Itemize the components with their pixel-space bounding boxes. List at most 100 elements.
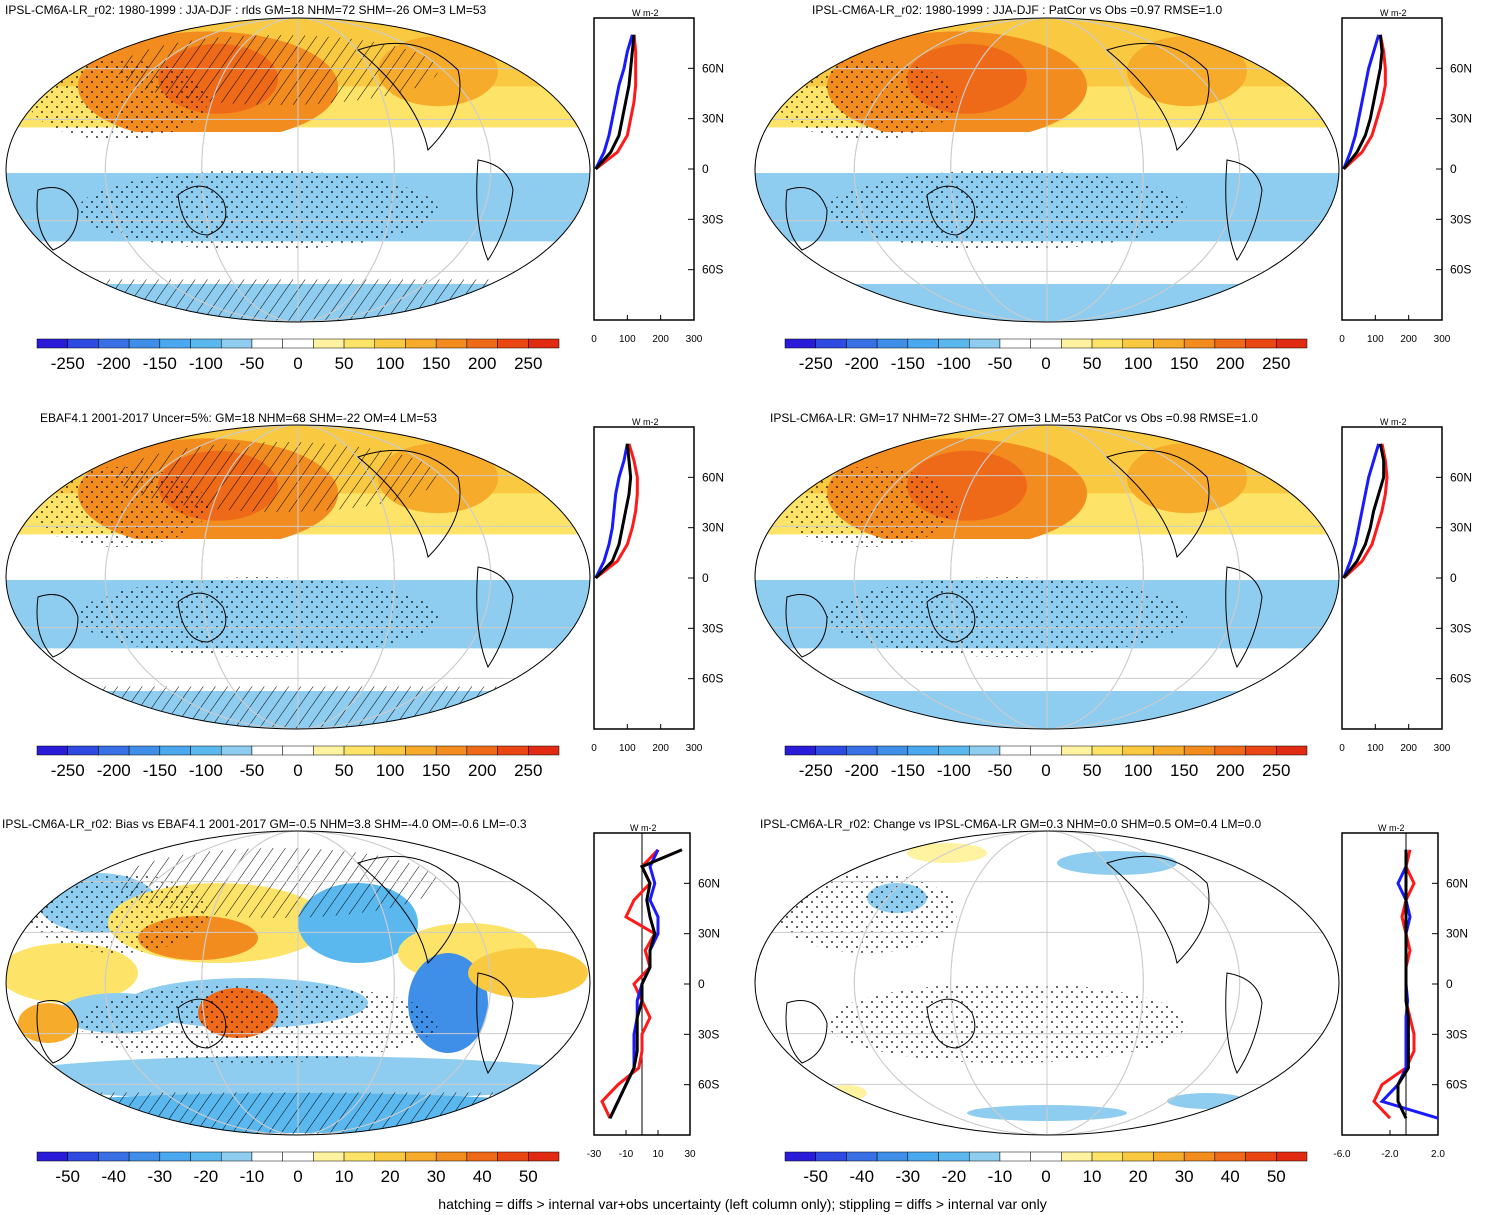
zonal-x-label: 300 xyxy=(1434,743,1451,754)
colorbar-swatch xyxy=(999,1151,1031,1162)
colorbar-label: 10 xyxy=(335,1167,354,1186)
coastline xyxy=(476,159,514,262)
colorbar-swatch xyxy=(98,338,130,349)
colorbar-swatch xyxy=(1030,745,1062,756)
colorbar-label: 50 xyxy=(1083,761,1102,780)
colorbar-swatch xyxy=(67,1151,99,1162)
colorbar-swatch xyxy=(1061,338,1093,349)
colorbar-label: -40 xyxy=(849,1167,874,1186)
stippling xyxy=(78,170,438,250)
colorbar-swatch xyxy=(784,338,816,349)
zonal-series-black xyxy=(594,443,633,580)
hatching xyxy=(118,848,438,918)
map-border xyxy=(5,830,591,1136)
colorbar-swatch xyxy=(1214,338,1246,349)
colorbar-swatch xyxy=(220,1151,253,1162)
colorbar-label: -10 xyxy=(240,1167,265,1186)
colorbar-label: -30 xyxy=(896,1167,921,1186)
colorbar-label: 100 xyxy=(376,761,404,780)
zonal-lat-label: 60N xyxy=(1446,876,1468,890)
zonal-x-label: 30 xyxy=(684,1149,696,1160)
colorbar-label: 0 xyxy=(293,1167,302,1186)
colorbar-swatch xyxy=(876,1151,909,1162)
colorbar-swatch xyxy=(907,338,939,349)
colorbar-label: -200 xyxy=(845,354,879,373)
colorbar-swatch xyxy=(159,745,191,756)
zonal-lat-label: 30S xyxy=(702,621,723,635)
graticule-line xyxy=(104,831,492,1135)
colorbar-swatch xyxy=(938,1151,970,1162)
map-panel xyxy=(754,424,1340,730)
zonal-lat-label: 30S xyxy=(698,1027,719,1041)
colorbars-layer: -250 -200 -150 -100 -50 0 50 100 150 200 250 -250 -2… xyxy=(36,338,1308,1186)
colorbar-swatch xyxy=(251,745,283,756)
colorbar-label: 0 xyxy=(1041,761,1050,780)
zonal-frame xyxy=(1341,426,1443,730)
colorbar-swatch xyxy=(1183,745,1216,756)
colorbar-swatch xyxy=(1183,1151,1216,1162)
coastline xyxy=(36,1000,79,1064)
colorbar-label: 40 xyxy=(1221,1167,1240,1186)
colorbar-swatch xyxy=(1245,338,1277,349)
zonal-lat-label: 60S xyxy=(698,1078,719,1092)
zonal-x-label: 100 xyxy=(619,334,636,345)
colorbar-swatch xyxy=(528,1151,560,1162)
coastline xyxy=(356,449,461,559)
colorbar-swatch xyxy=(497,1151,529,1162)
zonal-lat-label: 30S xyxy=(702,212,723,226)
map-field xyxy=(755,18,1339,322)
colorbar-swatch xyxy=(497,745,529,756)
colorbar-label: -10 xyxy=(988,1167,1013,1186)
colorbar-label: 50 xyxy=(1083,354,1102,373)
colorbar-swatch xyxy=(251,338,283,349)
colorbar-label: 100 xyxy=(1124,354,1152,373)
colorbar-swatch xyxy=(405,745,437,756)
zonal-units-label: W m-2 xyxy=(1380,417,1407,427)
colorbar-swatch xyxy=(1276,745,1308,756)
zonal-frame xyxy=(1341,832,1439,1136)
colorbar-swatch xyxy=(282,338,314,349)
stippling xyxy=(78,983,438,1063)
stippling xyxy=(777,873,957,953)
zonal-lat-label: 0 xyxy=(698,977,705,991)
colorbar-swatch xyxy=(128,745,161,756)
graticule-line xyxy=(853,425,1241,729)
graticule-line xyxy=(853,831,1241,1135)
zonal-series-black xyxy=(594,34,636,170)
zonal-mean-plot: 60N 30N 0 30S 60S W m-2 -6.0 -2.0 2.0 xyxy=(1333,823,1468,1160)
coastline xyxy=(177,185,227,236)
colorbar-swatch xyxy=(1153,1151,1185,1162)
colorbar-label: 150 xyxy=(422,761,450,780)
colorbar-label: -40 xyxy=(101,1167,126,1186)
coastline xyxy=(1225,972,1263,1075)
colorbar-swatch xyxy=(1030,1151,1062,1162)
zonal-x-label: 0 xyxy=(591,743,597,754)
zonal-x-label: -10 xyxy=(619,1149,634,1160)
colorbar-swatch xyxy=(343,1151,376,1162)
zonal-lat-label: 0 xyxy=(1450,571,1457,585)
colorbar-swatch xyxy=(815,338,847,349)
zonal-series-blue xyxy=(594,443,629,579)
field-blob xyxy=(1057,851,1177,875)
graticule-line xyxy=(104,18,492,322)
colorbar-swatch xyxy=(67,338,99,349)
colorbar-swatch xyxy=(528,338,560,349)
zonal-lat-label: 30N xyxy=(698,927,720,941)
zonal-lat-label: 60S xyxy=(1450,263,1471,277)
colorbar-label: 50 xyxy=(519,1167,538,1186)
graticule-line xyxy=(950,425,1144,729)
zonal-series-red xyxy=(594,34,638,171)
colorbar-swatch xyxy=(128,1151,161,1162)
colorbar-label: -250 xyxy=(51,354,85,373)
graticule-line xyxy=(201,831,395,1135)
zonal-x-label: -6.0 xyxy=(1333,1149,1351,1160)
colorbar-swatch xyxy=(876,745,909,756)
zonal-series-black xyxy=(1342,443,1386,579)
colorbar-swatch xyxy=(784,1151,816,1162)
colorbar-label: 200 xyxy=(1216,761,1244,780)
colorbar-swatch xyxy=(815,1151,847,1162)
colorbar-swatch xyxy=(1091,745,1124,756)
zonal-lat-label: 30S xyxy=(1450,621,1471,635)
colorbar-swatch xyxy=(435,338,468,349)
